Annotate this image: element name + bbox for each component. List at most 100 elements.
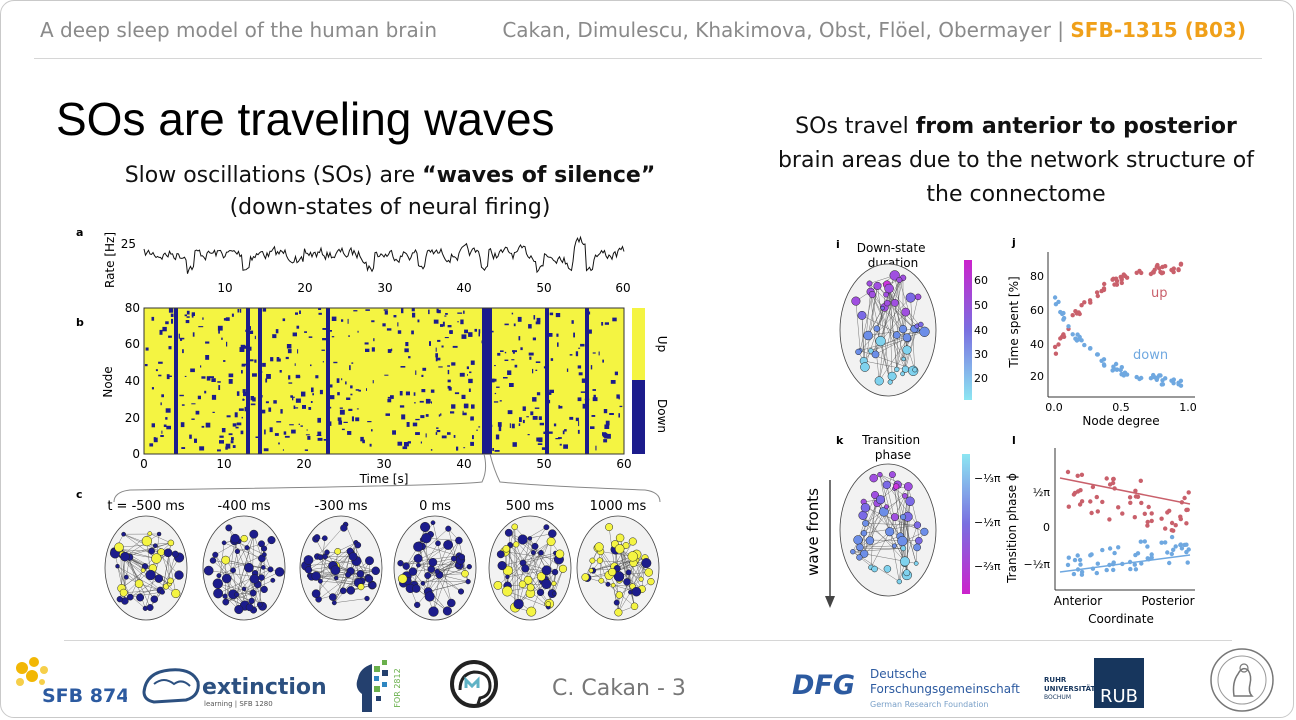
brain-node bbox=[245, 603, 254, 612]
brain-node bbox=[167, 577, 174, 584]
down-state-mark bbox=[546, 350, 549, 354]
brain-node bbox=[538, 549, 544, 556]
phase-down-point bbox=[1095, 561, 1100, 566]
down-state-mark bbox=[171, 318, 173, 324]
down-state-mark bbox=[295, 374, 301, 379]
down-state-mark bbox=[295, 312, 298, 315]
down-state-mark bbox=[166, 374, 170, 380]
down-state-mark bbox=[350, 393, 353, 396]
down-state-mark bbox=[206, 376, 211, 381]
figure-right: i Down-state duration 60 50 40 30 20 j T… bbox=[790, 232, 1210, 632]
down-state-mark bbox=[254, 335, 256, 340]
brain-node bbox=[853, 535, 863, 545]
panel-l-xlabel: Coordinate bbox=[1088, 612, 1154, 626]
brain-edge bbox=[904, 525, 918, 562]
phase-down-point bbox=[1133, 552, 1138, 558]
cb2-tick: −½π bbox=[974, 516, 1001, 529]
down-state-mark bbox=[235, 426, 239, 429]
phase-up-point bbox=[1149, 511, 1154, 516]
scatter-down-point bbox=[1095, 352, 1100, 357]
brain-node bbox=[545, 601, 552, 607]
down-state-mark bbox=[149, 443, 154, 447]
scatter-up-point bbox=[1154, 264, 1159, 269]
down-state-mark bbox=[338, 420, 342, 425]
down-state-mark bbox=[306, 429, 308, 431]
brain-node bbox=[413, 554, 423, 563]
down-state-mark bbox=[406, 422, 410, 427]
down-state-mark bbox=[504, 359, 509, 361]
brain-edge bbox=[334, 598, 368, 603]
down-state-mark bbox=[189, 434, 192, 439]
down-state-mark bbox=[180, 422, 185, 428]
phase-down-point bbox=[1112, 550, 1117, 556]
brain-down-duration bbox=[839, 263, 937, 397]
brain-node bbox=[903, 569, 911, 577]
down-state-mark bbox=[518, 336, 521, 341]
down-state-mark bbox=[362, 439, 365, 444]
j-xticks: 0.0 0.5 1.0 bbox=[1045, 401, 1197, 414]
brain-node bbox=[221, 540, 227, 546]
brain-node bbox=[914, 293, 922, 301]
scatter-down-point bbox=[1118, 367, 1123, 373]
brain-node bbox=[154, 574, 164, 583]
phase-up-point bbox=[1135, 494, 1141, 499]
scatter-up-point bbox=[1139, 270, 1144, 276]
down-state-mark bbox=[327, 406, 332, 409]
scatter-down-point bbox=[1176, 382, 1181, 387]
ruhr-line2: UNIVERSITÄT bbox=[1044, 684, 1095, 693]
down-state-mark bbox=[590, 365, 593, 370]
scatter-up-point bbox=[1074, 311, 1080, 316]
brain-node bbox=[896, 276, 903, 284]
down-state-mark bbox=[411, 308, 415, 312]
down-state-mark bbox=[528, 352, 534, 356]
brain-node bbox=[435, 540, 441, 547]
b-ytick: 60 bbox=[125, 337, 140, 351]
down-state-mark bbox=[405, 349, 408, 351]
brain-edge bbox=[429, 555, 460, 597]
down-state-mark bbox=[217, 381, 221, 383]
brain-node bbox=[457, 588, 465, 595]
scatter-up-point bbox=[1102, 281, 1107, 287]
down-state-mark bbox=[351, 416, 354, 422]
for2812-text: FOR 2812 bbox=[393, 668, 402, 707]
scatter-down-point bbox=[1074, 338, 1080, 343]
brain-node bbox=[447, 598, 456, 608]
brain-edge bbox=[869, 283, 915, 330]
down-state-mark bbox=[430, 449, 433, 451]
down-state-mark bbox=[441, 345, 444, 348]
down-state-mark bbox=[221, 428, 226, 433]
down-state-mark bbox=[548, 392, 552, 395]
down-state-mark bbox=[555, 438, 561, 440]
down-state-mark bbox=[252, 397, 256, 402]
b-ytick: 20 bbox=[125, 411, 140, 425]
down-state-mark bbox=[190, 368, 195, 373]
down-state-mark bbox=[169, 375, 172, 377]
legend-down-swatch bbox=[632, 380, 645, 454]
brain-node bbox=[126, 593, 134, 601]
down-state-mark bbox=[263, 448, 269, 452]
down-state-mark bbox=[312, 393, 314, 396]
down-state-mark bbox=[564, 429, 567, 432]
down-state-mark bbox=[319, 389, 323, 395]
scatter-up-point bbox=[1082, 300, 1087, 305]
brain-node bbox=[610, 582, 616, 588]
brain-node bbox=[644, 568, 653, 577]
down-state-mark bbox=[250, 403, 256, 406]
down-state-mark bbox=[186, 310, 190, 315]
phase-down-point bbox=[1079, 572, 1085, 577]
down-state-mark bbox=[310, 401, 313, 403]
l-ytick: −½π bbox=[1023, 558, 1050, 571]
phase-up-point bbox=[1104, 476, 1109, 481]
phase-down-point bbox=[1111, 560, 1116, 565]
phase-down-point bbox=[1089, 552, 1094, 557]
brain-node bbox=[354, 541, 362, 549]
brain-node bbox=[863, 330, 873, 341]
down-state-mark bbox=[478, 332, 480, 337]
down-state-mark bbox=[399, 405, 405, 408]
cb1-tick: 40 bbox=[974, 324, 988, 337]
down-state-mark bbox=[199, 446, 205, 451]
phase-up-point bbox=[1169, 520, 1175, 526]
brain-edge bbox=[325, 556, 376, 571]
dfg-text: DFG bbox=[792, 670, 855, 701]
brain-edge bbox=[507, 570, 547, 577]
